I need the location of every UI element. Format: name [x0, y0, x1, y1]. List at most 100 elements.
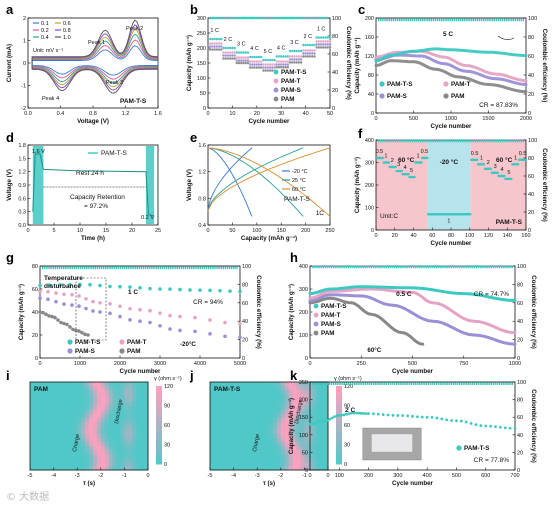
- heatmap-cell: [45, 450, 51, 455]
- heatmap-cell: [225, 450, 231, 455]
- heatmap-cell: [296, 386, 301, 391]
- rate-point: [233, 54, 237, 57]
- heatmap-cell: [92, 434, 98, 439]
- heatmap-cell: [229, 426, 235, 431]
- heatmap-cell: [112, 466, 118, 471]
- heatmap-cell: [288, 406, 294, 411]
- heatmap-cell: [33, 442, 39, 447]
- heatmap-cell: [213, 410, 219, 415]
- heatmap-cell: [221, 458, 227, 463]
- y-tick-label: 400: [365, 138, 374, 144]
- heatmap-cell: [124, 438, 129, 443]
- heatmap-cell: [73, 386, 78, 391]
- heatmap-cell: [265, 398, 270, 403]
- heatmap-cell: [288, 438, 294, 443]
- heatmap-cell: [324, 450, 329, 455]
- capacity-point: [70, 303, 74, 307]
- heatmap-cell: [249, 458, 254, 463]
- heatmap-cell: [104, 446, 110, 451]
- heatmap-cell: [128, 438, 133, 443]
- heatmap-cell: [65, 390, 70, 395]
- heatmap-cell: [265, 458, 270, 463]
- heatmap-cell: [96, 438, 102, 443]
- heatmap-cell: [37, 458, 43, 463]
- heatmap-cell: [89, 410, 94, 415]
- heatmap-cell: [221, 402, 227, 407]
- legend-marker: [273, 96, 279, 102]
- heatmap-cell: [45, 434, 51, 439]
- heatmap-cell: [30, 462, 35, 467]
- heatmap-cell: [132, 438, 137, 443]
- heatmap-cell: [272, 410, 278, 415]
- heatmap-cell: [213, 390, 219, 395]
- capacity-point: [459, 419, 463, 423]
- rate-label: 4 C: [277, 45, 286, 51]
- capacity-point: [118, 314, 122, 319]
- heatmap-cell: [292, 418, 298, 423]
- rate-point: [219, 48, 223, 51]
- y-tick-label: 120: [365, 54, 374, 60]
- heatmap-cell: [284, 426, 290, 431]
- x-tick-label: 30: [278, 111, 284, 117]
- y2-tick-label: 100: [242, 264, 251, 270]
- heatmap-cell: [292, 394, 298, 399]
- heatmap-cell: [132, 462, 137, 467]
- heatmap-cell: [73, 466, 78, 471]
- cold-region: [427, 140, 471, 230]
- capacity-point: [58, 283, 62, 287]
- heatmap-cell: [69, 386, 74, 391]
- heatmap-cell: [213, 458, 219, 463]
- y-tick-label: 100: [197, 76, 206, 82]
- y-tick-label: -1: [21, 84, 26, 90]
- capacity-series: [308, 285, 517, 302]
- heatmap-cell: [140, 398, 145, 403]
- y-tick-label: 0: [35, 356, 38, 362]
- heatmap-cell: [85, 394, 90, 399]
- heatmap-cell: [324, 446, 329, 451]
- heatmap-cell: [210, 418, 215, 423]
- heatmap-cell: [261, 426, 266, 431]
- capacity-point: [313, 421, 317, 425]
- x-tick-label: 20: [129, 228, 135, 234]
- heatmap-cell: [41, 450, 47, 455]
- heatmap-cell: [320, 386, 325, 391]
- plot-frame-k: [309, 381, 516, 471]
- heatmap-cell: [241, 466, 246, 471]
- capacity-point: [88, 282, 92, 287]
- heatmap-cell: [213, 454, 219, 459]
- heatmap-cell: [65, 458, 70, 463]
- annotation-hot-right: 60 °C: [496, 156, 513, 164]
- capacity-point: [138, 307, 142, 312]
- heatmap-cell: [108, 434, 114, 439]
- capacity-point: [138, 286, 142, 290]
- heatmap-cell: [225, 410, 231, 415]
- heatmap-cell: [37, 386, 43, 391]
- heatmap-cell: [229, 394, 235, 399]
- heatmap-cell: [96, 422, 102, 427]
- capacity-point: [469, 213, 472, 216]
- heatmap-cell: [144, 462, 149, 467]
- heatmap-cell: [53, 422, 59, 427]
- heatmap-cell: [81, 398, 86, 403]
- heatmap-cell: [308, 442, 313, 447]
- colorbar-segment: [156, 389, 162, 395]
- heatmap-cell: [77, 434, 82, 439]
- heatmap-cell: [308, 462, 313, 467]
- heatmap-cell: [69, 446, 74, 451]
- x-tick-label: 0.4: [57, 111, 65, 117]
- heatmap-cell: [89, 414, 94, 419]
- capacity-point: [406, 414, 410, 418]
- heatmap-cell: [116, 462, 121, 467]
- x-tick-label: 0: [308, 473, 311, 479]
- heatmap-cell: [304, 462, 309, 467]
- capacity-point: [228, 289, 232, 293]
- heatmap-cell: [225, 394, 231, 399]
- heatmap-cell: [77, 402, 82, 407]
- heatmap-cell: [144, 430, 149, 435]
- heatmap-cell: [320, 450, 325, 455]
- heatmap-cell: [225, 418, 231, 423]
- legend-entry: PAM-T-S: [321, 303, 346, 310]
- heatmap-cell: [92, 406, 98, 411]
- heatmap-cell: [132, 422, 137, 427]
- heatmap-cell: [292, 426, 298, 431]
